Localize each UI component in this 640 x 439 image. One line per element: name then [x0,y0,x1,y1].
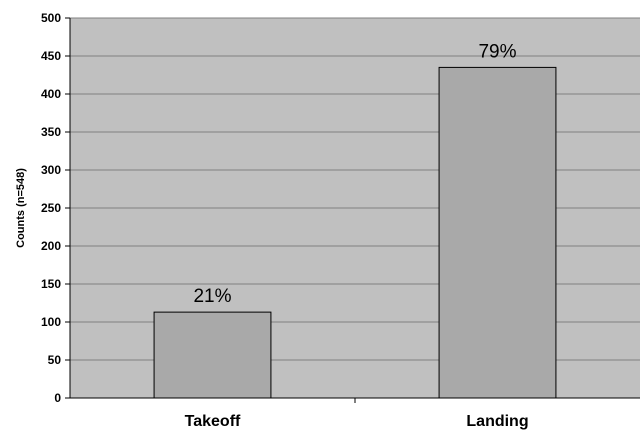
y-tick-label: 250 [41,201,61,215]
data-labels: 21% 79% [193,41,516,307]
x-tick-label: Landing [466,413,528,430]
data-label: 21% [193,286,231,307]
y-tick-label: 100 [41,315,61,329]
bars [153,66,557,399]
y-tick-label: 450 [41,49,61,63]
y-tick-label: 300 [41,163,61,177]
bar-landing [438,66,557,399]
x-tick-label: Takeoff [185,413,241,430]
axes [65,17,640,403]
y-tick-label: 200 [41,239,61,253]
y-axis-title: Counts (n=548) [15,168,27,248]
y-tick-label: 400 [41,87,61,101]
bar-takeoff [153,311,272,399]
y-tick-label: 350 [41,125,61,139]
data-label: 79% [478,41,516,62]
x-tick-labels: Takeoff Landing [185,413,529,430]
y-tick-label: 50 [48,353,62,367]
y-tick-labels: 0 50 100 150 200 250 300 350 400 450 500 [41,11,61,405]
y-tick-label: 150 [41,277,61,291]
y-tick-label: 0 [54,391,61,405]
y-tick-label: 500 [41,11,61,25]
